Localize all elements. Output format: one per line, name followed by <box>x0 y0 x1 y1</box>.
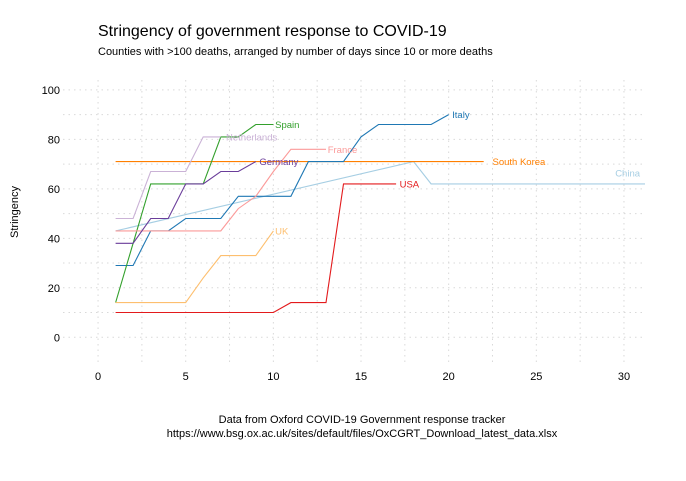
x-tick-label: 0 <box>95 371 101 383</box>
series-line-spain <box>115 123 274 303</box>
series-label-netherlands: Netherlands <box>226 132 277 143</box>
series-line-netherlands <box>115 136 221 220</box>
series-label-south-korea: South Korea <box>492 157 546 168</box>
y-tick-label: 60 <box>48 184 60 196</box>
series-label-germany: Germany <box>259 157 298 168</box>
series-label-china: China <box>615 168 641 179</box>
caption-line-2: https://www.bsg.ox.ac.uk/sites/default/f… <box>167 428 558 440</box>
y-tick-label: 100 <box>42 85 60 97</box>
y-tick-label: 40 <box>48 233 60 245</box>
y-axis-label: Stringency <box>9 186 21 238</box>
series-label-uk: UK <box>275 226 289 237</box>
chart-title: Stringency of government response to COV… <box>98 23 447 40</box>
grid <box>63 80 645 362</box>
chart-subtitle: Counties with >100 deaths, arranged by n… <box>98 46 493 58</box>
series-label-spain: Spain <box>275 120 299 131</box>
series-label-italy: Italy <box>452 110 470 121</box>
x-tick-label: 25 <box>530 371 542 383</box>
x-tick-label: 15 <box>355 371 367 383</box>
series-label-france: France <box>328 145 358 156</box>
series-line-uk <box>115 230 274 304</box>
series-line-china <box>115 160 645 232</box>
y-tick-label: 20 <box>48 283 60 295</box>
x-tick-label: 20 <box>443 371 455 383</box>
y-tick-label: 0 <box>54 332 60 344</box>
x-tick-label: 10 <box>267 371 279 383</box>
series-label-usa: USA <box>400 179 420 190</box>
caption-line-1: Data from Oxford COVID-19 Government res… <box>219 414 506 426</box>
series-line-germany <box>115 161 257 244</box>
x-tick-label: 30 <box>618 371 630 383</box>
series-layer <box>115 114 645 314</box>
series-line-usa <box>115 183 397 314</box>
tick-labels: 0 5 10 15 20 25 30 0 20 40 60 80 100 <box>42 85 630 383</box>
x-tick-label: 5 <box>183 371 189 383</box>
series-line-france <box>115 148 326 232</box>
series-line-italy <box>115 114 449 267</box>
y-tick-label: 80 <box>48 134 60 146</box>
